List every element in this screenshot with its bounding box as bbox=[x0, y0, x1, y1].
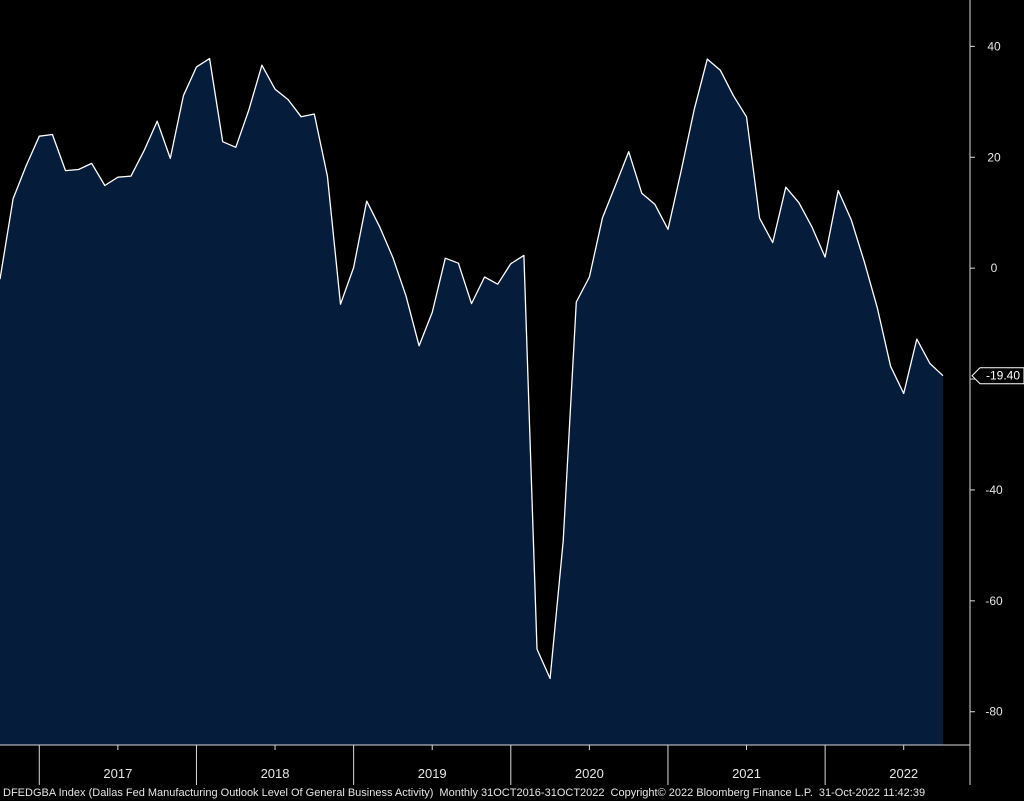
x-tick-label: 2020 bbox=[575, 766, 604, 781]
data-point-2020-01 bbox=[510, 263, 512, 265]
data-point-2022-01 bbox=[824, 256, 826, 258]
data-point-2019-03 bbox=[379, 226, 381, 228]
y-tick-label: 0 bbox=[991, 261, 998, 275]
data-point-2019-07 bbox=[431, 312, 433, 314]
data-point-2021-08 bbox=[759, 217, 761, 219]
series-area bbox=[0, 58, 943, 746]
data-point-2018-03 bbox=[222, 141, 224, 143]
data-point-2017-11 bbox=[169, 157, 171, 159]
data-point-2020-03 bbox=[536, 648, 538, 650]
data-point-2021-11 bbox=[798, 202, 800, 204]
data-point-2022-06 bbox=[890, 365, 892, 367]
data-point-2022-03 bbox=[850, 219, 852, 221]
data-point-2017-02 bbox=[51, 134, 53, 136]
data-point-2016-11 bbox=[12, 198, 14, 200]
data-point-2019-01 bbox=[353, 267, 355, 269]
data-point-2021-02 bbox=[680, 170, 682, 172]
data-point-2019-11 bbox=[484, 276, 486, 278]
data-point-2021-12 bbox=[811, 226, 813, 228]
data-point-2021-10 bbox=[785, 186, 787, 188]
data-point-2021-07 bbox=[746, 116, 748, 118]
data-point-2020-06 bbox=[575, 301, 577, 303]
data-point-2017-08 bbox=[130, 175, 132, 177]
data-point-2017-09 bbox=[143, 150, 145, 152]
data-point-2017-03 bbox=[65, 170, 67, 172]
data-point-2022-05 bbox=[877, 308, 879, 310]
footer-timestamp: 31-Oct-2022 11:42:39 bbox=[818, 787, 926, 799]
footer-index: DFEDGBA Index (Dallas Fed Manufacturing … bbox=[3, 787, 434, 799]
data-point-2022-09 bbox=[929, 363, 931, 365]
data-point-2019-02 bbox=[366, 200, 368, 202]
data-point-2018-10 bbox=[313, 113, 315, 115]
data-point-2019-08 bbox=[444, 257, 446, 259]
data-point-2020-12 bbox=[654, 203, 656, 205]
series-line bbox=[0, 57, 944, 680]
data-point-2017-12 bbox=[182, 95, 184, 97]
data-point-2022-04 bbox=[863, 261, 865, 263]
data-point-2020-07 bbox=[588, 276, 590, 278]
data-point-2017-01 bbox=[38, 135, 40, 137]
footer-bar: DFEDGBA Index (Dallas Fed Manufacturing … bbox=[3, 785, 1021, 801]
data-point-2019-10 bbox=[471, 303, 473, 305]
data-point-2018-02 bbox=[209, 58, 211, 60]
data-point-2019-12 bbox=[497, 283, 499, 285]
data-point-2021-01 bbox=[667, 228, 669, 230]
y-tick-label: -40 bbox=[985, 483, 1003, 497]
last-value-label: -19.40 bbox=[986, 369, 1020, 383]
data-point-2019-05 bbox=[405, 295, 407, 297]
data-point-2019-09 bbox=[457, 262, 459, 264]
data-point-2017-07 bbox=[117, 176, 119, 178]
data-point-2016-12 bbox=[25, 165, 27, 167]
data-point-2019-06 bbox=[418, 345, 420, 347]
data-point-2020-10 bbox=[628, 151, 630, 153]
data-point-2017-05 bbox=[91, 162, 93, 164]
data-point-2017-06 bbox=[104, 185, 106, 187]
data-point-2018-08 bbox=[287, 99, 289, 101]
data-point-2018-06 bbox=[261, 64, 263, 66]
data-point-2020-05 bbox=[562, 540, 564, 542]
data-point-2020-04 bbox=[549, 678, 551, 680]
data-point-2018-04 bbox=[235, 146, 237, 148]
y-tick-label: -80 bbox=[985, 705, 1003, 719]
data-point-2021-05 bbox=[719, 69, 721, 71]
data-point-2018-05 bbox=[248, 109, 250, 111]
data-point-2021-04 bbox=[706, 58, 708, 60]
data-point-2019-04 bbox=[392, 257, 394, 259]
y-tick-label: 20 bbox=[987, 150, 1001, 164]
data-point-2020-02 bbox=[523, 254, 525, 256]
last-value-tag: -19.40 bbox=[971, 367, 1024, 385]
x-axis-ticks: 2017 2018 2019 2020 2021 2022 bbox=[38, 745, 918, 785]
data-point-2018-12 bbox=[340, 303, 342, 305]
data-point-2020-09 bbox=[615, 184, 617, 186]
data-point-2020-08 bbox=[602, 217, 604, 219]
data-point-2021-06 bbox=[732, 95, 734, 97]
x-tick-label: 2021 bbox=[732, 766, 761, 781]
x-tick-label: 2022 bbox=[889, 766, 918, 781]
y-tick-label: 40 bbox=[987, 39, 1001, 53]
x-tick-label: 2018 bbox=[261, 766, 290, 781]
data-point-2022-08 bbox=[916, 338, 918, 340]
y-tick-label: -60 bbox=[985, 594, 1003, 608]
last-value-shape bbox=[971, 367, 1024, 385]
data-point-2022-07 bbox=[903, 393, 905, 395]
data-point-2021-03 bbox=[693, 109, 695, 111]
x-tick-label: 2017 bbox=[103, 766, 132, 781]
x-tick-label: 2019 bbox=[418, 766, 447, 781]
data-point-2018-11 bbox=[326, 175, 328, 177]
footer-range: Monthly 31OCT2016-31OCT2022 bbox=[439, 787, 605, 799]
data-point-2017-10 bbox=[156, 120, 158, 122]
data-point-2018-09 bbox=[300, 116, 302, 118]
footer-copyright: Copyright© 2022 Bloomberg Finance L.P. bbox=[610, 787, 813, 799]
data-point-2018-01 bbox=[196, 66, 198, 68]
data-point-2022-02 bbox=[837, 190, 839, 192]
data-point-2022-10 bbox=[942, 375, 944, 377]
data-point-2018-07 bbox=[274, 88, 276, 90]
data-point-2020-11 bbox=[641, 192, 643, 194]
data-point-2021-09 bbox=[772, 242, 774, 244]
data-point-2017-04 bbox=[78, 169, 80, 171]
